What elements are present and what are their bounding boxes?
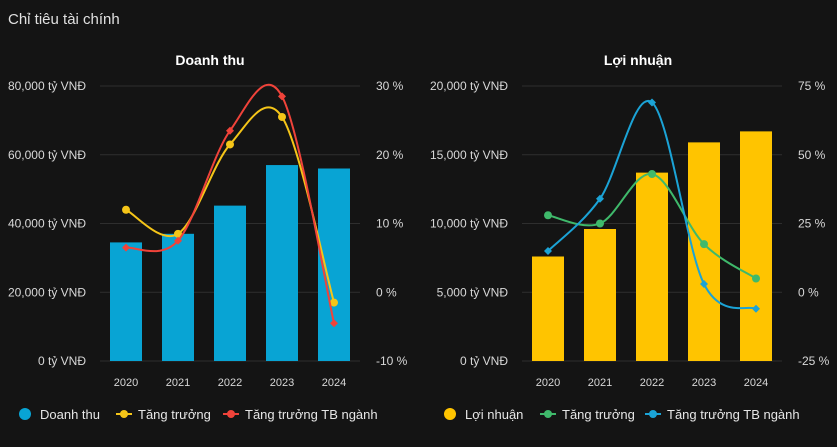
profit-series-point-2[interactable] — [596, 194, 604, 203]
profit-legend-item[interactable]: Tăng trưởng — [540, 407, 635, 422]
revenue-x-tick: 2022 — [218, 377, 242, 389]
revenue-x-tick: 2024 — [322, 377, 346, 389]
profit-y2-tick: 0 % — [798, 285, 819, 299]
legend-swatch — [19, 408, 31, 420]
profit-x-tick: 2023 — [692, 377, 716, 389]
profit-x-tick: 2022 — [640, 377, 664, 389]
revenue-bar[interactable] — [266, 165, 298, 361]
profit-y-tick: 15,000 tỷ VNĐ — [430, 148, 508, 162]
revenue-x-tick: 2020 — [114, 377, 138, 389]
legend-label: Doanh thu — [40, 407, 100, 422]
profit-legend-item[interactable]: Lợi nhuận — [444, 407, 523, 422]
profit-series-point-1[interactable] — [752, 274, 760, 283]
profit-x-tick: 2021 — [588, 377, 612, 389]
revenue-series-line-2 — [125, 83, 335, 324]
profit-series-point-2[interactable] — [544, 247, 552, 255]
profit-y2-tick: 25 % — [798, 217, 826, 231]
revenue-series-point-1[interactable] — [278, 112, 286, 121]
revenue-series-point-2[interactable] — [278, 92, 286, 101]
legend-label: Tăng trưởng — [138, 407, 211, 422]
profit-bar[interactable] — [584, 229, 616, 361]
revenue-legend-item[interactable]: Doanh thu — [19, 407, 100, 422]
profit-y2-tick: 50 % — [798, 148, 826, 162]
legend-marker — [544, 410, 552, 418]
profit-x-tick: 2020 — [536, 377, 560, 389]
revenue-y2-tick: 10 % — [376, 217, 404, 231]
revenue-legend-item[interactable]: Tăng trưởng — [116, 407, 211, 422]
profit-chart-title: Lợi nhuận — [604, 52, 672, 68]
profit-y2-tick: 75 % — [798, 79, 826, 93]
profit-bar[interactable] — [532, 256, 564, 362]
profit-series-point-1[interactable] — [544, 211, 552, 220]
revenue-chart: Doanh thu 80,000 tỷ VNĐ 30 % 60,000 tỷ VNĐ 2… — [8, 52, 408, 422]
revenue-series-point-2[interactable] — [122, 243, 130, 252]
legend-marker — [227, 410, 235, 418]
profit-series-point-1[interactable] — [596, 219, 604, 228]
revenue-y-tick: 20,000 tỷ VNĐ — [8, 285, 86, 299]
revenue-y-tick: 80,000 tỷ VNĐ — [8, 79, 86, 93]
revenue-chart-title: Doanh thu — [175, 52, 244, 68]
revenue-y2-tick: 20 % — [376, 148, 404, 162]
revenue-y-tick: 0 tỷ VNĐ — [38, 354, 86, 368]
revenue-y2-tick: 30 % — [376, 79, 404, 93]
revenue-series-point-2[interactable] — [174, 236, 182, 245]
profit-y2-tick: -25 % — [798, 354, 830, 368]
profit-series-point-1[interactable] — [700, 240, 708, 249]
profit-y-tick: 0 tỷ VNĐ — [460, 354, 508, 368]
revenue-legend-item[interactable]: Tăng trưởng TB ngành — [223, 407, 378, 422]
profit-series-point-2[interactable] — [648, 98, 656, 107]
profit-series-point-2[interactable] — [700, 280, 708, 288]
revenue-series-point-1[interactable] — [174, 229, 182, 238]
revenue-y-tick: 40,000 tỷ VNĐ — [8, 217, 86, 231]
legend-label: Tăng trưởng TB ngành — [667, 407, 800, 422]
profit-bar[interactable] — [740, 131, 772, 361]
legend-marker — [649, 410, 657, 418]
revenue-bar[interactable] — [110, 242, 142, 361]
revenue-series-point-1[interactable] — [122, 205, 130, 214]
legend-marker — [120, 410, 128, 418]
profit-x-tick: 2024 — [744, 377, 768, 389]
page-title: Chỉ tiêu tài chính — [8, 11, 120, 28]
profit-y-tick: 10,000 tỷ VNĐ — [430, 217, 508, 231]
revenue-bar[interactable] — [162, 233, 194, 361]
legend-label: Lợi nhuận — [465, 407, 523, 422]
revenue-series-point-1[interactable] — [226, 140, 234, 149]
revenue-x-tick: 2023 — [270, 377, 294, 389]
profit-series-point-2[interactable] — [752, 304, 760, 313]
revenue-series-point-1[interactable] — [330, 298, 338, 307]
profit-y-tick: 5,000 tỷ VNĐ — [437, 285, 509, 299]
legend-label: Tăng trưởng TB ngành — [245, 407, 378, 422]
profit-y-tick: 20,000 tỷ VNĐ — [430, 79, 508, 93]
legend-swatch — [444, 408, 456, 420]
profit-legend-item[interactable]: Tăng trưởng TB ngành — [645, 407, 800, 422]
profit-chart: Lợi nhuận 20,000 tỷ VNĐ 75 % 15,000 tỷ VNĐ 5… — [430, 52, 830, 422]
profit-series-point-1[interactable] — [648, 170, 656, 178]
revenue-x-tick: 2021 — [166, 377, 190, 389]
revenue-y2-tick: 0 % — [376, 285, 397, 299]
revenue-series-point-2[interactable] — [226, 126, 234, 135]
revenue-series-point-2[interactable] — [330, 319, 338, 328]
revenue-y-tick: 60,000 tỷ VNĐ — [8, 148, 86, 162]
revenue-y2-tick: -10 % — [376, 354, 408, 368]
legend-label: Tăng trưởng — [562, 407, 635, 422]
revenue-bar[interactable] — [214, 205, 246, 361]
profit-bar[interactable] — [636, 172, 668, 361]
